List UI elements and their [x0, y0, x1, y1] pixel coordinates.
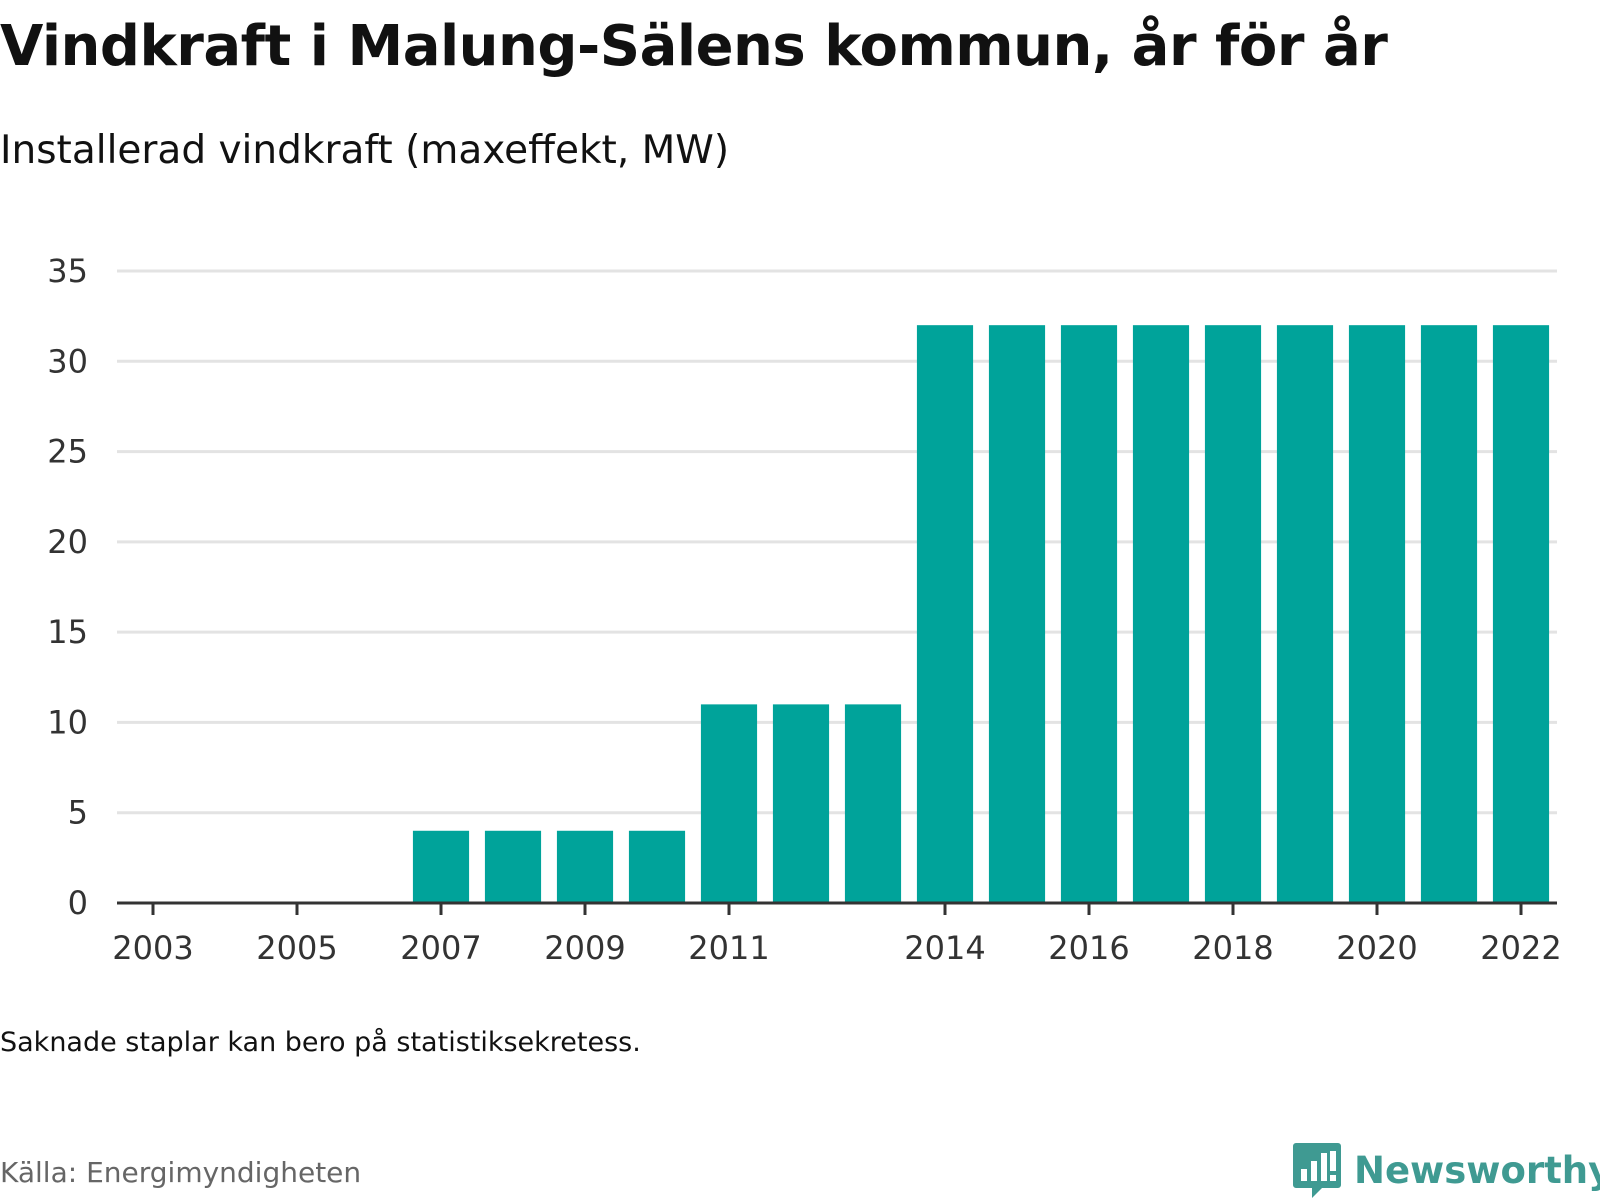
brand: Newsworthy — [1292, 1142, 1600, 1198]
y-tick-label: 20 — [47, 523, 88, 561]
x-tick-label: 2022 — [1480, 929, 1561, 967]
bar — [1492, 325, 1550, 904]
bar — [988, 325, 1046, 904]
y-tick-label: 30 — [47, 342, 88, 380]
bar — [844, 704, 902, 903]
x-tick-label: 2007 — [400, 929, 481, 967]
bar — [484, 830, 542, 903]
bar — [772, 704, 830, 903]
y-axis-ticks: 0 5 10 15 20 25 30 35 — [47, 252, 88, 922]
footnote: Saknade staplar kan bero på statistiksek… — [0, 1027, 641, 1058]
chart-title: Vindkraft i Malung-Sälens kommun, år för… — [0, 14, 1388, 79]
bar — [412, 830, 470, 903]
y-tick-label: 35 — [47, 252, 88, 290]
y-tick-label: 25 — [47, 433, 88, 471]
x-tick-label: 2016 — [1048, 929, 1129, 967]
bar — [1204, 325, 1262, 904]
bar — [916, 325, 974, 904]
x-tick-label: 2009 — [544, 929, 625, 967]
bar — [628, 830, 686, 903]
x-tick-label: 2014 — [904, 929, 985, 967]
y-tick-label: 15 — [47, 613, 88, 651]
x-tick-label: 2005 — [256, 929, 337, 967]
y-tick-label: 0 — [68, 884, 88, 922]
x-tick-label: 2018 — [1192, 929, 1273, 967]
bar — [1132, 325, 1190, 904]
x-tick-label: 2003 — [112, 929, 193, 967]
bar — [700, 704, 758, 903]
bar — [1276, 325, 1334, 904]
x-tick-label: 2011 — [688, 929, 769, 967]
bar — [1420, 325, 1478, 904]
chart-subtitle: Installerad vindkraft (maxeffekt, MW) — [0, 128, 730, 173]
newsworthy-logo-icon — [1293, 1143, 1341, 1198]
y-tick-label: 10 — [47, 703, 88, 741]
gridlines — [117, 269, 1557, 815]
y-tick-label: 5 — [68, 794, 88, 832]
source-label: Källa: Energimyndigheten — [0, 1156, 362, 1189]
bars — [412, 325, 1550, 904]
brand-name: Newsworthy — [1354, 1148, 1600, 1192]
x-tick-label: 2020 — [1336, 929, 1417, 967]
x-axis: 2003 2005 2007 2009 2011 2014 2016 2018 2020 2022 — [112, 901, 1562, 967]
bar — [556, 830, 614, 903]
bar — [1060, 325, 1118, 904]
bar — [1348, 325, 1406, 904]
